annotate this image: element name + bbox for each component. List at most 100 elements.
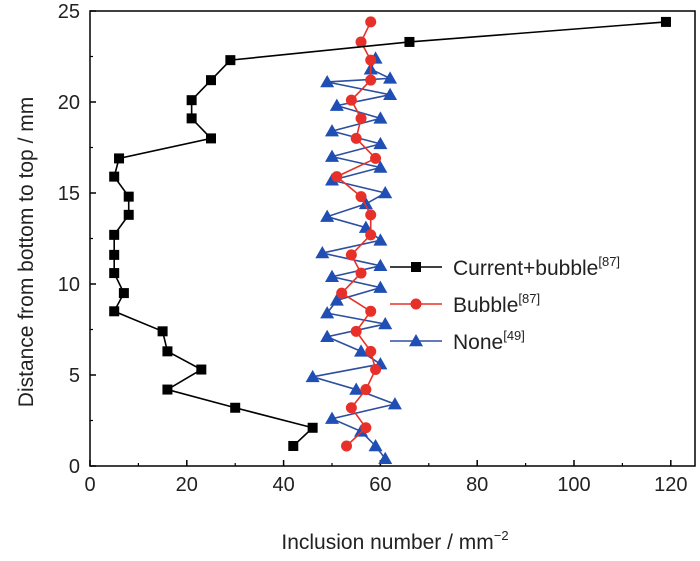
legend-marker-current-bubble (411, 262, 421, 272)
data-point-none (373, 280, 388, 293)
y-tick-label: 0 (69, 456, 80, 478)
data-point-none (373, 160, 388, 173)
data-point-none (325, 173, 339, 186)
legend-ref-current-bubble: [87] (598, 254, 620, 269)
data-point-none (325, 411, 339, 424)
legend-marker-none (409, 334, 423, 347)
y-tick-label: 5 (69, 365, 80, 387)
legend-name-none: None (453, 331, 503, 354)
data-point-bubble (355, 112, 367, 124)
data-point-bubble (365, 54, 377, 66)
data-point-current-bubble (109, 229, 120, 240)
series-line-none (312, 57, 398, 460)
y-tick-label: 25 (58, 1, 80, 23)
data-point-none (354, 424, 369, 437)
legend-label-current-bubble: Current+bubble[87] (453, 254, 620, 280)
data-point-none (320, 306, 335, 319)
series-layer (109, 16, 671, 464)
legend-marker-bubble (410, 298, 422, 310)
data-point-bubble (350, 132, 362, 144)
data-point-none (329, 98, 344, 111)
y-tick-label: 10 (58, 274, 80, 296)
series-none (305, 51, 402, 464)
data-point-bubble (360, 422, 372, 434)
data-point-none (320, 74, 335, 88)
data-point-none (315, 246, 330, 259)
data-point-bubble (360, 384, 372, 396)
series-current-bubble (109, 16, 671, 451)
legend-label-bubble: Bubble[87] (453, 291, 540, 317)
data-point-none (387, 397, 402, 410)
legend-name-current-bubble: Current+bubble (453, 257, 598, 280)
data-point-current-bubble (109, 171, 120, 182)
data-point-current-bubble (230, 402, 241, 413)
data-point-none (378, 451, 393, 464)
data-point-current-bubble (288, 440, 299, 451)
data-point-current-bubble (162, 346, 173, 357)
data-point-bubble (355, 36, 367, 48)
data-point-current-bubble (109, 306, 120, 317)
data-point-bubble (370, 364, 382, 376)
y-tick-label: 20 (58, 92, 80, 114)
data-point-bubble (341, 440, 353, 452)
data-point-none (325, 269, 339, 282)
x-tick-label: 120 (654, 474, 687, 496)
data-point-none (325, 124, 339, 137)
data-point-bubble (370, 152, 382, 164)
data-point-none (373, 136, 388, 150)
data-point-current-bubble (123, 191, 134, 202)
data-point-none (325, 149, 339, 162)
data-point-current-bubble (206, 75, 216, 86)
data-point-bubble (336, 287, 348, 299)
data-point-bubble (365, 209, 377, 221)
legend-label-none: None[49] (453, 328, 525, 354)
x-tick-label: 60 (369, 474, 391, 496)
data-point-current-bubble (157, 326, 168, 337)
data-point-none (378, 186, 393, 199)
data-point-none (358, 196, 373, 210)
data-point-bubble (355, 267, 367, 279)
data-point-current-bubble (225, 55, 236, 66)
data-point-none (320, 329, 335, 343)
y-axis-title: Distance from bottom to top / mm (15, 97, 38, 407)
x-axis-title: Inclusion number / mm−2 (281, 528, 508, 554)
data-point-current-bubble (186, 113, 197, 124)
legend: Current+bubble[87]Bubble[87]None[49] (390, 254, 620, 354)
data-point-current-bubble (118, 288, 129, 299)
data-point-current-bubble (196, 364, 207, 375)
data-point-bubble (345, 249, 357, 261)
data-point-current-bubble (307, 422, 318, 433)
legend-ref-none: [49] (503, 328, 525, 343)
x-tick-label: 20 (176, 474, 198, 496)
data-point-none (383, 71, 398, 84)
data-point-bubble (365, 229, 377, 241)
data-point-none (373, 111, 388, 124)
legend-item-bubble: Bubble[87] (390, 291, 540, 317)
data-point-bubble (365, 16, 377, 28)
data-point-none (305, 369, 320, 383)
data-point-current-bubble (186, 95, 197, 106)
data-point-current-bubble (114, 153, 125, 164)
data-point-bubble (345, 94, 357, 106)
legend-item-current-bubble: Current+bubble[87] (390, 254, 620, 280)
legend-name-bubble: Bubble (453, 294, 518, 317)
data-point-current-bubble (404, 36, 415, 47)
y-tick-label: 15 (58, 183, 80, 205)
data-point-bubble (355, 191, 367, 203)
data-point-current-bubble (109, 249, 120, 260)
data-point-none (349, 382, 364, 395)
legend-ref-bubble: [87] (518, 291, 540, 306)
data-point-none (373, 258, 388, 272)
data-point-current-bubble (206, 133, 216, 144)
data-point-current-bubble (109, 268, 120, 279)
data-point-none (320, 209, 335, 222)
data-point-bubble (350, 325, 362, 337)
data-point-none (368, 438, 383, 452)
data-point-current-bubble (162, 384, 173, 395)
data-point-bubble (331, 171, 343, 183)
x-tick-label: 0 (84, 474, 95, 496)
axis-ticks: 0 20 40 60 80 100 120 0 5 10 15 20 25 (58, 1, 688, 496)
data-point-current-bubble (660, 16, 671, 27)
data-point-none (354, 344, 369, 357)
